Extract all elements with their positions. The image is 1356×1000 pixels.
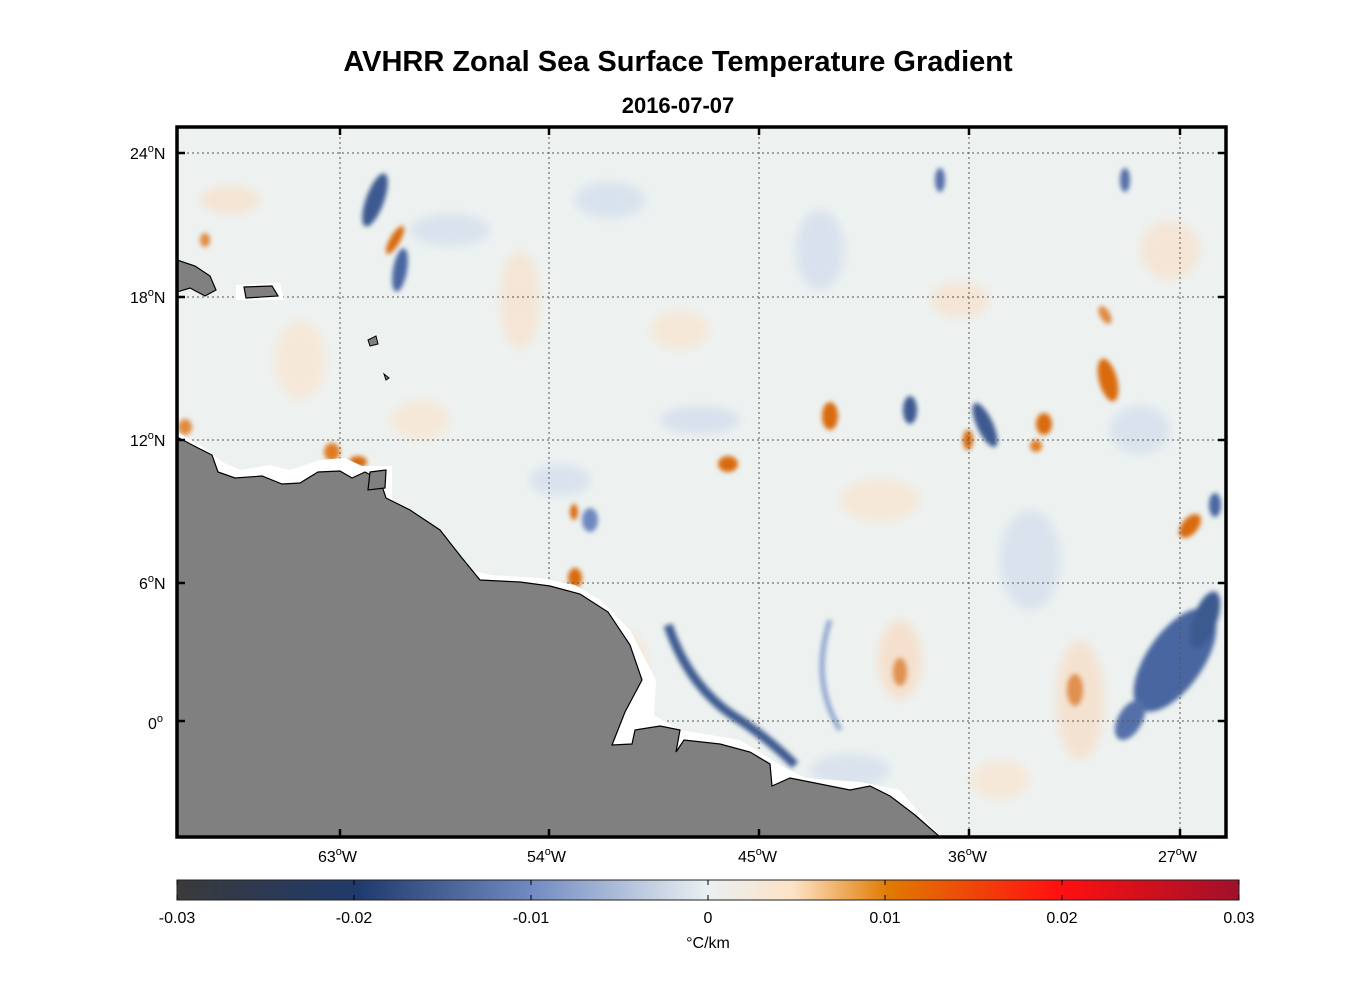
colorbar-tick-label: -0.03 [159, 910, 196, 927]
lon-label-36w: 36oW [948, 846, 988, 866]
sst-gradient-field [177, 127, 1226, 837]
colorbar-tick-label: 0.03 [1223, 910, 1254, 927]
map-date: 2016-07-07 [621, 93, 735, 118]
puerto-rico-hispaniola [177, 259, 217, 297]
lat-label-0: 0o [148, 713, 163, 733]
puerto-rico-island [243, 285, 280, 299]
lat-label-12n: 12oN [130, 430, 165, 450]
lat-label-6n: 6oN [139, 573, 166, 593]
colorbar-units: °C/km [686, 935, 730, 952]
colorbar-tick-label: 0 [704, 910, 713, 927]
lat-tick-labels: 24oN 18oN 12oN 6oN 0o [130, 143, 166, 733]
colorbar-tick-label: -0.02 [336, 910, 373, 927]
lon-label-54w: 54oW [527, 846, 567, 866]
lesser-antilles-island-2 [382, 372, 390, 381]
map-frame [175, 125, 1228, 839]
lon-tick-labels: 63oW 54oW 45oW 36oW 27oW [318, 846, 1198, 866]
lat-label-24n: 24oN [130, 143, 165, 163]
map-title: AVHRR Zonal Sea Surface Temperature Grad… [343, 46, 1013, 78]
lon-label-45w: 45oW [738, 846, 778, 866]
lesser-antilles-island [367, 335, 379, 347]
colorbar-tick-label: 0.02 [1046, 910, 1077, 927]
lon-label-27w: 27oW [1158, 846, 1198, 866]
lon-label-63w: 63oW [318, 846, 358, 866]
colorbar-tick-label: 0.01 [869, 910, 900, 927]
trinidad-island [367, 469, 387, 491]
lat-label-18n: 18oN [130, 287, 165, 307]
south-america-landmass [177, 436, 941, 837]
colorbar-tick-label: -0.01 [513, 910, 550, 927]
colorbar: -0.03 -0.02 -0.01 0 0.01 0.02 0.03 °C/km [159, 879, 1255, 952]
